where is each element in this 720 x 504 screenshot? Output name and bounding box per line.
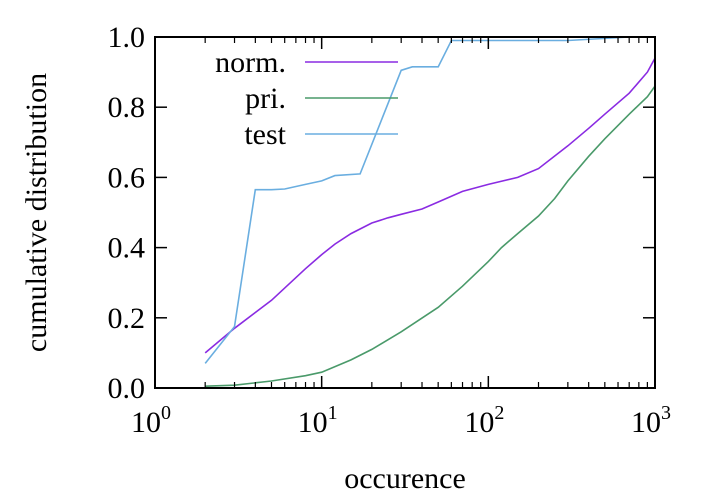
- x-tick-label: 100: [131, 402, 171, 439]
- x-tick-exponent: 1: [328, 402, 338, 424]
- x-axis-title: occurence: [344, 462, 466, 495]
- x-tick-label: 101: [298, 402, 338, 439]
- x-tick-exponent: 0: [161, 402, 171, 424]
- legend-label: norm.: [215, 46, 286, 79]
- legend-label: test: [244, 118, 286, 151]
- x-tick-label: 103: [631, 402, 671, 439]
- y-tick-label: 0.0: [108, 372, 146, 405]
- x-tick-exponent: 2: [494, 402, 504, 424]
- y-tick-label: 0.6: [108, 161, 146, 194]
- x-tick-exponent: 3: [661, 402, 671, 424]
- x-tick-base: 10: [464, 406, 494, 439]
- y-tick-label: 0.2: [108, 302, 146, 335]
- series-line-norm: [204, 57, 656, 354]
- series-layer: [204, 36, 656, 387]
- y-axis-title: cumulative distribution: [20, 73, 53, 352]
- legend-label: pri.: [245, 82, 286, 115]
- x-tick-label: 102: [464, 402, 504, 439]
- y-tick-label: 0.8: [108, 91, 146, 124]
- series-line-test: [204, 36, 655, 364]
- y-tick-label: 0.4: [108, 232, 146, 265]
- legend: norm.pri.test: [215, 46, 398, 151]
- x-tick-base: 10: [131, 406, 161, 439]
- x-tick-base: 10: [631, 406, 661, 439]
- series-line-pri: [205, 85, 656, 387]
- x-tick-base: 10: [298, 406, 328, 439]
- plot-frame: [154, 36, 656, 389]
- y-tick-label: 1.0: [108, 21, 146, 54]
